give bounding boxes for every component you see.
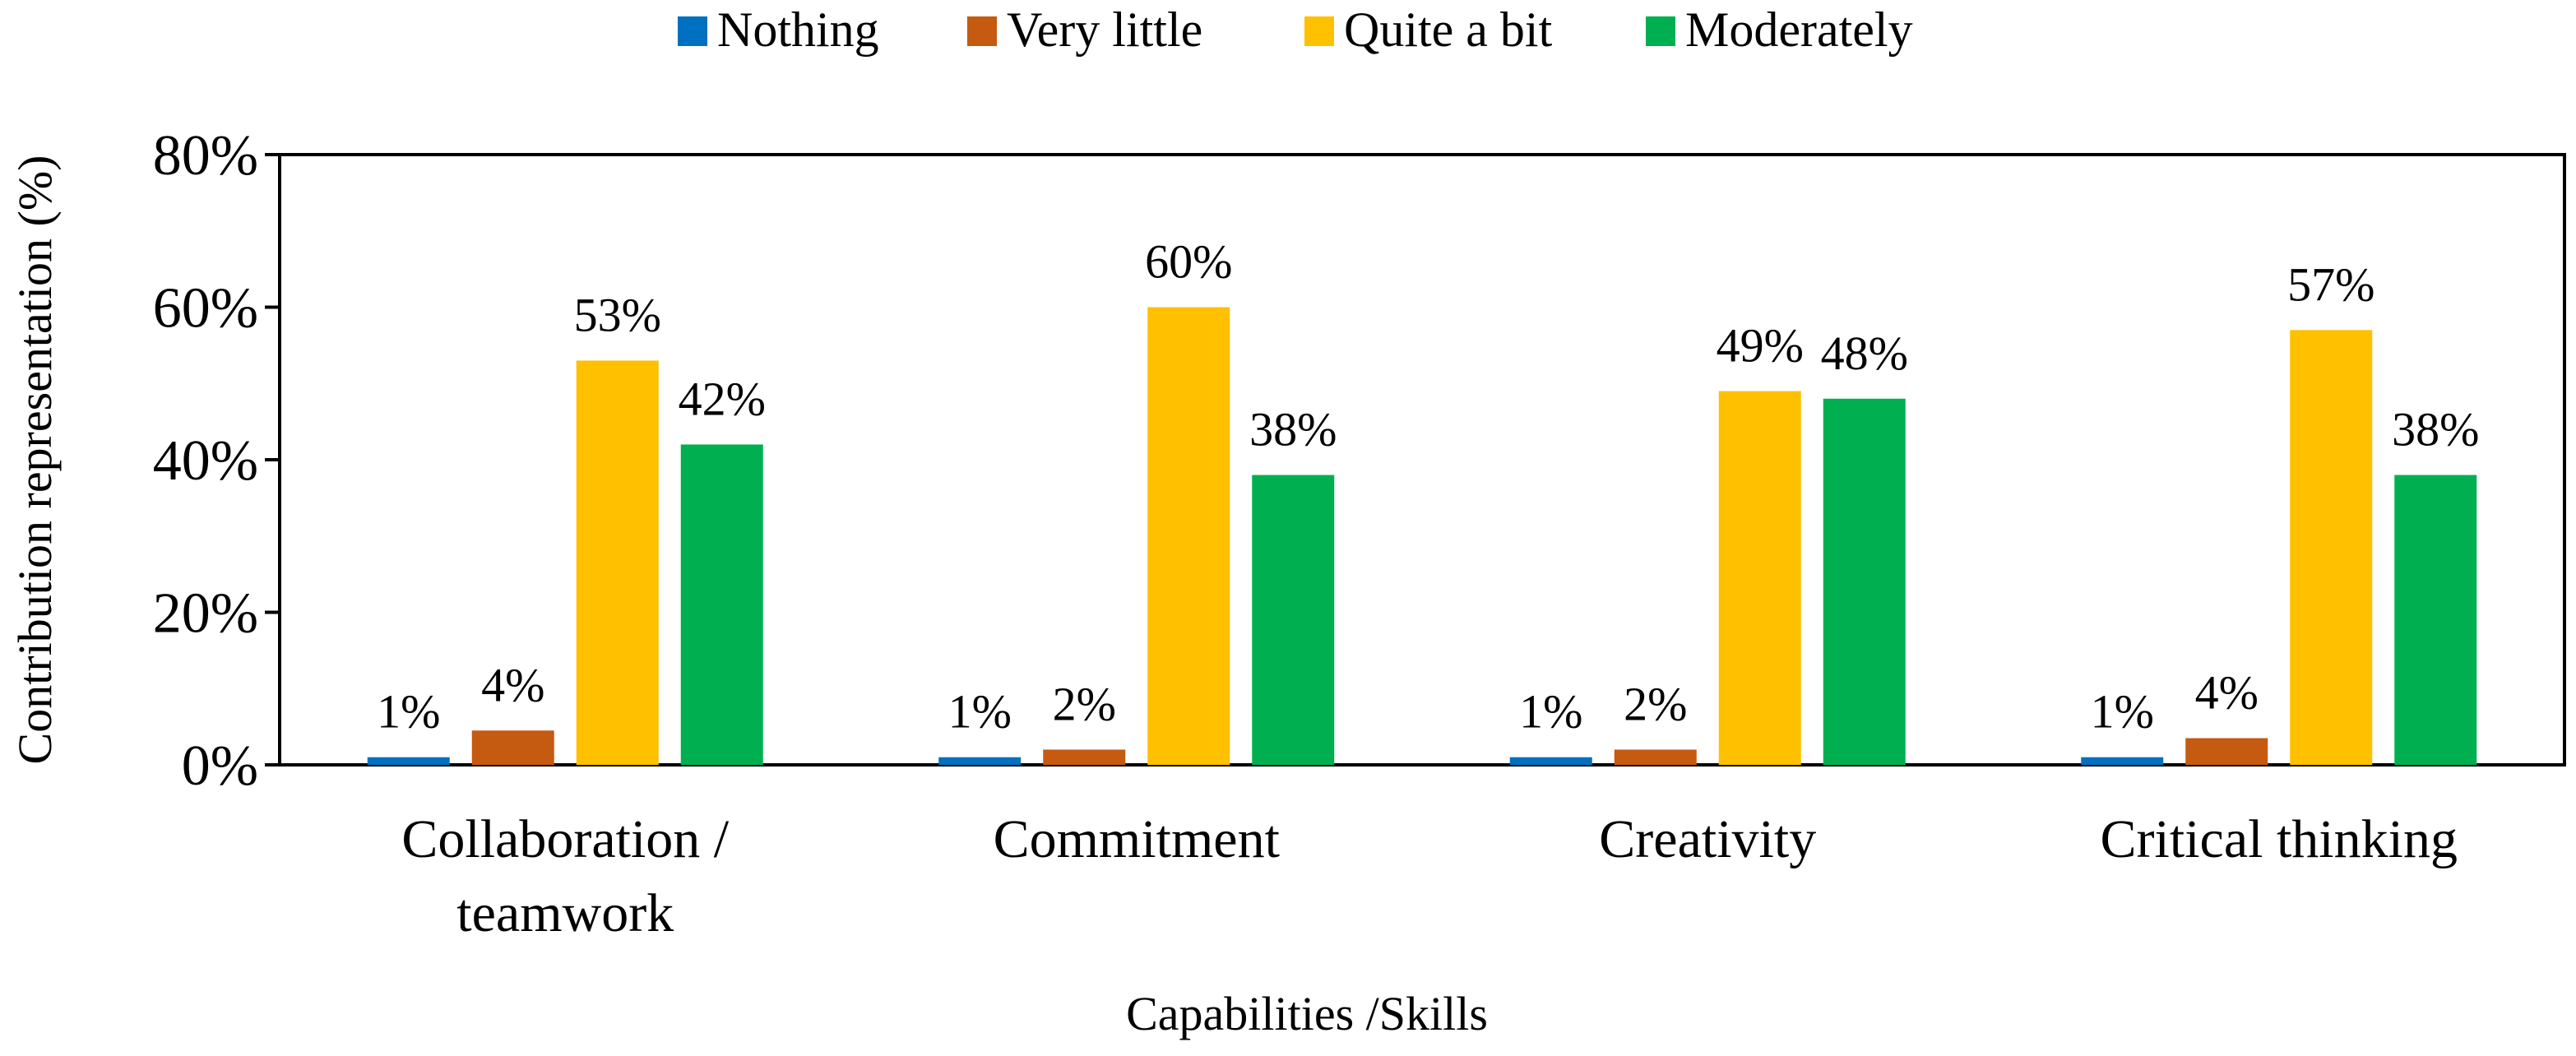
bar-quite-a-bit xyxy=(576,360,659,765)
bar-moderately xyxy=(2394,475,2477,765)
bar-nothing xyxy=(1509,757,1592,765)
data-label: 60% xyxy=(1145,235,1232,289)
data-label: 1% xyxy=(2091,685,2154,739)
legend-label: Moderately xyxy=(1685,2,1913,57)
bar-very-little xyxy=(2185,738,2268,765)
bar-very-little xyxy=(471,730,554,765)
x-category-label: Commitment xyxy=(994,809,1280,869)
legend-swatch xyxy=(967,16,997,46)
x-category-label: Creativity xyxy=(1599,809,1816,869)
data-labels: 1% 4% 53% 42% 1% 2% 60% 38% 1% 2% 49% 48% 1% 4% 57% 38% xyxy=(377,235,2479,739)
data-label: 1% xyxy=(948,685,1012,739)
y-axis-title: Contribution representation (%) xyxy=(8,155,62,765)
data-label: 48% xyxy=(1821,327,1908,380)
y-tick-label: 40% xyxy=(153,429,258,493)
data-label: 38% xyxy=(2392,403,2479,456)
data-label: 49% xyxy=(1717,319,1804,373)
data-label: 4% xyxy=(2195,666,2259,720)
data-label: 4% xyxy=(481,658,544,711)
data-label: 2% xyxy=(1624,677,1687,730)
x-category-label: Critical thinking xyxy=(2101,809,2458,869)
x-category-label: teamwork xyxy=(456,883,674,943)
bar-very-little xyxy=(1614,749,1697,765)
data-label: 2% xyxy=(1053,677,1116,730)
legend-label: Nothing xyxy=(717,2,879,57)
data-label: 1% xyxy=(1519,685,1582,739)
data-label: 57% xyxy=(2287,257,2374,311)
data-label: 53% xyxy=(574,288,661,341)
legend-swatch xyxy=(1304,16,1334,46)
bar-quite-a-bit xyxy=(2290,330,2373,765)
y-tick-label: 60% xyxy=(153,277,258,340)
bar-very-little xyxy=(1043,749,1126,765)
legend-label: Very little xyxy=(1007,2,1202,57)
legend-swatch xyxy=(1646,16,1675,46)
bar-nothing xyxy=(367,757,450,765)
y-axis-ticks: 0% 20% 40% 60% 80% xyxy=(153,124,280,798)
data-label: 42% xyxy=(679,372,766,425)
legend: Nothing Very little Quite a bit Moderately xyxy=(678,2,1913,57)
bars xyxy=(367,307,2477,765)
bar-nothing xyxy=(938,757,1022,765)
legend-label: Quite a bit xyxy=(1344,2,1553,57)
bar-quite-a-bit xyxy=(1718,391,1801,765)
data-label: 1% xyxy=(377,685,440,739)
bar-nothing xyxy=(2081,757,2164,765)
data-label: 38% xyxy=(1249,403,1337,456)
legend-swatch xyxy=(678,16,707,46)
x-axis-categories: Collaboration / teamwork Commitment Creativ… xyxy=(401,809,2458,943)
bar-moderately xyxy=(1823,398,1906,765)
x-axis-title: Capabilities /Skills xyxy=(1126,987,1488,1040)
y-tick-label: 20% xyxy=(153,582,258,646)
y-tick-label: 0% xyxy=(182,734,258,798)
x-category-label: Collaboration / xyxy=(401,809,729,869)
bar-moderately xyxy=(1252,475,1335,765)
bar-moderately xyxy=(680,444,763,765)
y-tick-label: 80% xyxy=(153,124,258,188)
bar-quite-a-bit xyxy=(1147,307,1230,765)
